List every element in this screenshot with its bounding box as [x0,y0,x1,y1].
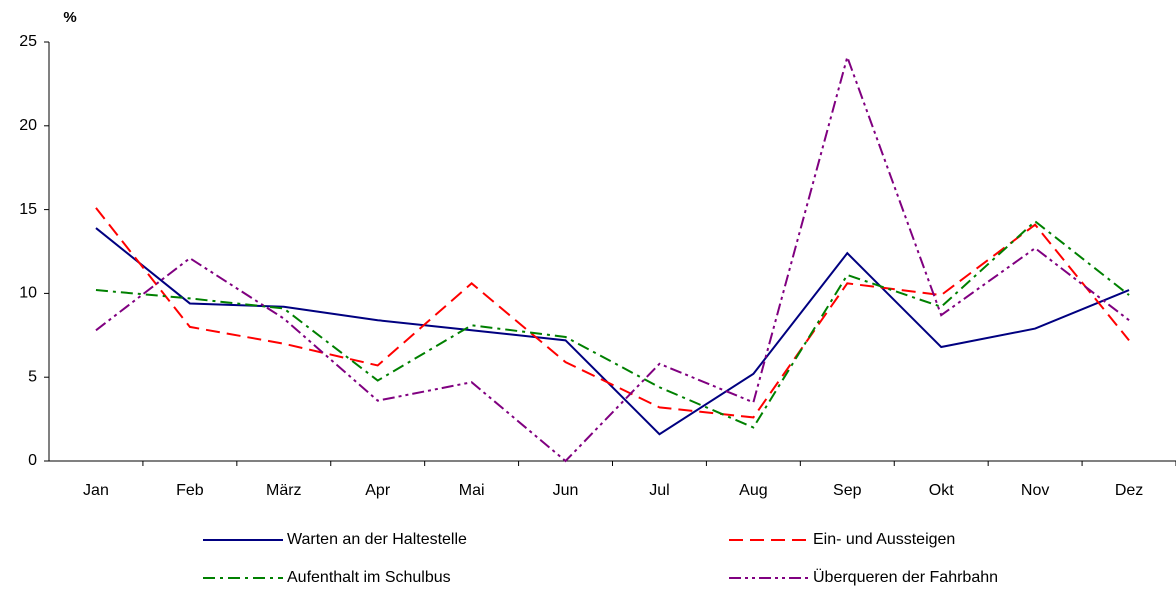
y-tick-label: 0 [28,452,37,469]
legend-label: Überqueren der Fahrbahn [813,568,998,586]
x-tick-label: Mai [459,482,485,499]
series-line [95,53,1130,463]
series-line [95,220,1130,429]
legend-label: Warten an der Haltestelle [287,531,467,548]
x-tick-label: Apr [365,482,391,499]
x-tick-label: Jan [83,482,109,499]
y-tick-label: 15 [19,201,37,218]
y-tick-label: 20 [19,117,37,134]
x-tick-label: Sep [833,482,862,499]
y-tick-label: 5 [28,368,37,385]
x-tick-label: Okt [929,482,954,499]
x-tick-label: Jun [553,482,579,499]
x-tick-label: Aug [739,482,767,499]
legend-label: Ein- und Aussteigen [813,531,955,548]
legend-label: Aufenthalt im Schulbus [287,569,451,586]
series-line [95,227,1130,436]
y-axis-label: % [63,9,76,26]
x-tick-label: Feb [176,482,204,499]
x-tick-label: März [266,482,302,499]
y-tick-label: 10 [19,285,37,302]
x-tick-label: Jul [649,482,669,499]
series-line [95,207,1130,419]
x-tick-label: Nov [1021,482,1049,499]
y-tick-label: 25 [19,33,37,50]
x-tick-label: Dez [1115,482,1143,499]
